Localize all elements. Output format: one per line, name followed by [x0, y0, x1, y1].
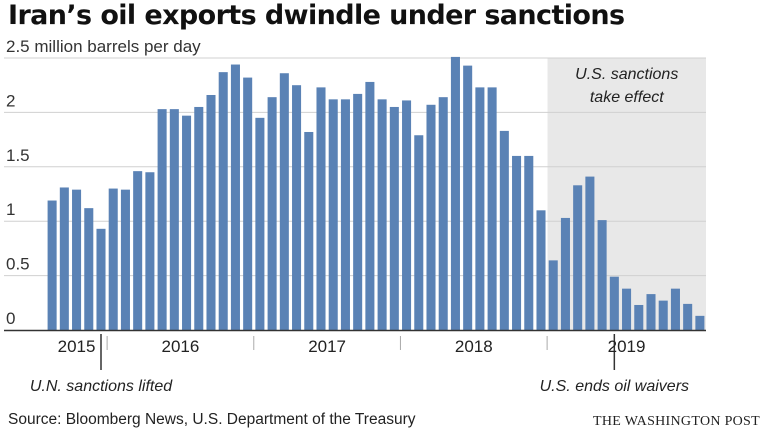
bar: [243, 77, 253, 330]
y-tick-label: 0: [6, 309, 15, 328]
bar: [84, 208, 94, 330]
bar: [316, 87, 326, 330]
x-year-label: 2018: [455, 337, 493, 356]
bar: [524, 155, 534, 330]
y-tick-label: 2: [6, 91, 15, 110]
x-year-label: 2015: [58, 337, 96, 356]
bar: [328, 99, 338, 331]
bar: [365, 81, 375, 330]
bar: [646, 294, 656, 330]
x-year-label: 2017: [308, 337, 346, 356]
publisher-credit: THE WASHINGTON POST: [593, 414, 760, 429]
bar: [230, 64, 240, 330]
bar: [695, 315, 705, 330]
bar: [182, 115, 192, 330]
bar: [609, 276, 619, 330]
x-year-label: 2019: [608, 337, 646, 356]
bar: [304, 131, 314, 330]
bar: [585, 176, 595, 330]
bar: [218, 72, 228, 331]
bar: [255, 117, 265, 330]
bar: [120, 189, 130, 330]
bar: [206, 94, 216, 330]
bar: [279, 73, 289, 331]
bar: [548, 260, 558, 330]
bar: [402, 100, 412, 330]
bar: [157, 109, 167, 330]
annotation-label: U.S. ends oil waivers: [540, 378, 689, 395]
bar: [377, 99, 387, 331]
annotation-label: U.N. sanctions lifted: [30, 378, 173, 395]
bar: [108, 188, 118, 330]
bar: [169, 109, 179, 330]
bar: [475, 87, 485, 330]
bar: [194, 106, 204, 331]
y-tick-label: 1: [6, 200, 15, 219]
bar: [292, 85, 302, 330]
y-tick-label: 0.5: [6, 255, 30, 274]
bar: [426, 104, 436, 330]
bar: [340, 99, 350, 331]
chart-title: Iran’s oil exports dwindle under sanctio…: [8, 0, 625, 31]
bar: [536, 210, 546, 330]
bar: [683, 303, 693, 330]
shaded-region-label-line1: U.S. sanctions: [575, 66, 678, 83]
x-year-label: 2016: [162, 337, 200, 356]
source-note: Source: Bloomberg News, U.S. Department …: [8, 411, 416, 428]
bar: [96, 228, 106, 330]
bar: [59, 187, 69, 330]
bar: [560, 217, 570, 330]
bar: [133, 171, 143, 330]
y-tick-label: 2.5 million barrels per day: [6, 37, 201, 56]
bar: [47, 200, 57, 330]
bar: [438, 97, 448, 330]
shaded-region-label-line2: take effect: [590, 89, 664, 106]
bar: [658, 300, 668, 330]
bar: [145, 172, 155, 330]
bar: [499, 130, 509, 330]
bar: [573, 185, 583, 330]
bar: [450, 56, 460, 331]
bar: [267, 97, 277, 330]
y-tick-label: 1.5: [6, 146, 30, 165]
bar: [463, 65, 473, 330]
bar: [512, 155, 522, 330]
bar: [72, 189, 82, 330]
bar: [487, 87, 497, 330]
bar: [389, 106, 399, 331]
bar: [622, 288, 632, 330]
bar: [670, 288, 680, 330]
bar: [634, 304, 644, 330]
bar: [414, 135, 424, 330]
bar: [353, 93, 363, 331]
bar: [597, 220, 607, 330]
